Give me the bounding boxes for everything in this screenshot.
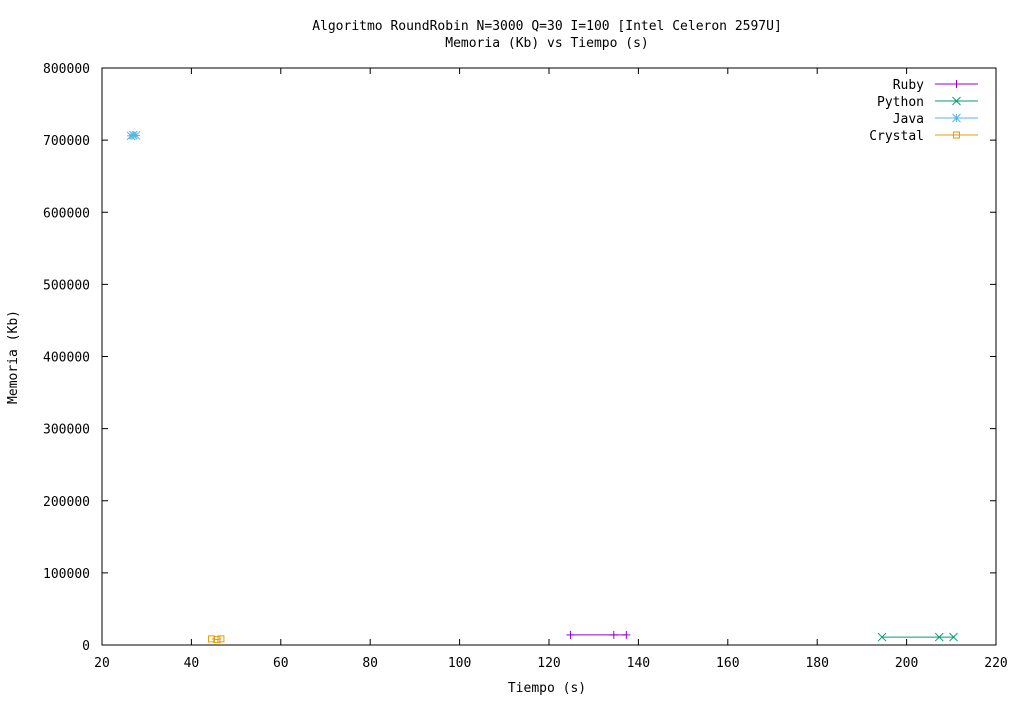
y-tick-label: 400000 [43,351,90,366]
legend-label-ruby: Ruby [893,78,924,93]
x-tick-label: 220 [984,656,1007,671]
legend-marker-python [952,96,961,106]
x-tick-label: 80 [362,656,378,671]
data-point-python [949,632,958,642]
x-axis-label: Tiempo (s) [508,681,586,696]
x-tick-label: 180 [805,656,828,671]
x-tick-label: 120 [537,656,560,671]
legend: Ruby Python Java Crystal [869,78,978,144]
legend-marker-ruby [952,80,961,88]
legend-marker-crystal [953,131,960,139]
y-tick-label: 500000 [43,278,90,293]
series-crystal [208,635,225,644]
x-tick-label: 100 [448,656,471,671]
plot-frame [101,67,997,646]
data-point-ruby [609,630,618,639]
data-point-java [131,131,141,140]
y-tick-label: 800000 [43,62,90,77]
axes-layer: 20 40 60 80 100 120 140 160 180 200 220 0 100000 2000… [43,62,1008,671]
series-java [126,130,141,141]
x-tick-label: 160 [716,656,739,671]
y-axis-label: Memoria (Kb) [6,310,21,404]
x-tick-label: 200 [895,656,918,671]
x-tick-label: 60 [273,656,289,671]
legend-label-java: Java [893,112,924,127]
data-point-crystal [213,636,221,644]
data-point-python [877,632,887,642]
legend-label-python: Python [877,95,924,110]
data-point-ruby [622,630,631,639]
y-tick-label: 0 [82,639,90,654]
data-point-crystal [217,635,225,643]
chart-title: Algoritmo RoundRobin N=3000 Q=30 I=100 [… [312,19,782,34]
y-tick-label: 200000 [43,495,90,510]
series-python [877,632,958,642]
chart-subtitle: Memoria (Kb) vs Tiempo (s) [445,36,649,51]
y-tick-label: 600000 [43,206,90,221]
x-tick-label: 20 [94,656,110,671]
data-point-ruby [566,630,575,639]
data-point-crystal [208,635,216,643]
series-layer [126,130,958,644]
legend-marker-java [952,113,961,123]
y-tick-label: 100000 [43,567,90,582]
y-tick-label: 300000 [43,423,90,438]
x-tick-label: 40 [184,656,200,671]
legend-label-crystal: Crystal [869,129,924,144]
data-point-python [934,632,944,642]
x-tick-label: 140 [627,656,650,671]
y-tick-label: 700000 [43,134,90,149]
series-ruby [566,630,631,639]
